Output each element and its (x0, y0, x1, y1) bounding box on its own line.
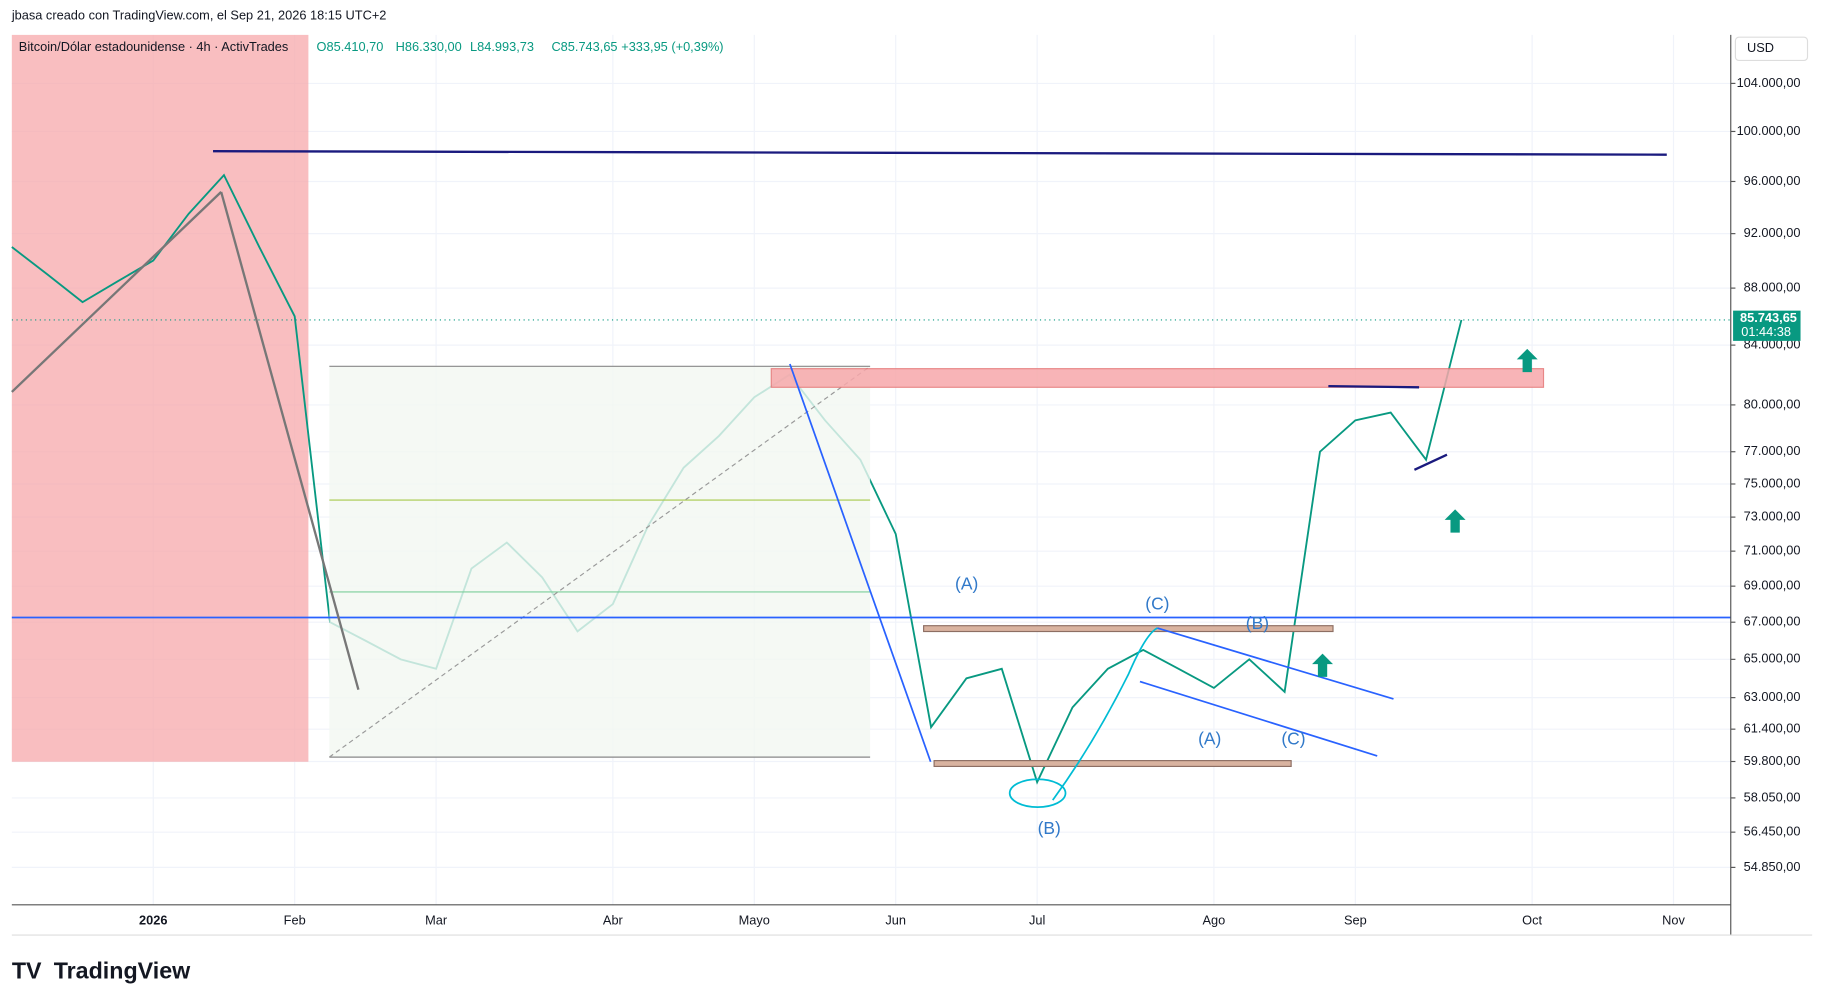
y-tick-label: 80.000,00 (1744, 396, 1801, 411)
y-tick-label: 63.000,00 (1744, 689, 1801, 704)
high: H86.330,00 (396, 39, 462, 54)
drawing-line (220, 191, 360, 690)
y-tick-label: 77.000,00 (1744, 443, 1801, 458)
drawing-line (328, 365, 871, 758)
y-tick-label: 75.000,00 (1744, 475, 1801, 490)
wave-label: (A) (955, 574, 978, 594)
x-tick-label: Jul (1029, 912, 1045, 927)
y-tick-label: 92.000,00 (1744, 225, 1801, 240)
y-tick-label: 59.800,00 (1744, 753, 1801, 768)
drawing-line (789, 363, 932, 763)
resistance-zone (770, 368, 1545, 388)
y-tick-label: 58.050,00 (1744, 789, 1801, 804)
legend-info: Bitcoin/Dólar estadounidense · 4h · Acti… (19, 39, 724, 54)
arrow-up (1444, 509, 1466, 533)
x-tick-label: Mar (425, 912, 448, 927)
zone (933, 760, 1292, 768)
arrow-up (1516, 348, 1538, 373)
y-tick-label: 56.450,00 (1744, 824, 1801, 839)
x-tick-label: Abr (603, 912, 624, 927)
change: +333,95 (+0,39%) (621, 39, 723, 54)
last-price-label: 85.743,65 (1740, 310, 1797, 325)
x-tick-label: 2026 (139, 912, 167, 927)
close: C85.743,65 (551, 39, 617, 54)
y-tick-label: 88.000,00 (1744, 279, 1801, 294)
arrow-up (1312, 653, 1334, 677)
drawing-line (1139, 680, 1378, 757)
y-tick-label: 73.000,00 (1744, 508, 1801, 523)
x-tick-label: Ago (1203, 912, 1226, 927)
y-tick-label: 67.000,00 (1744, 614, 1801, 629)
currency: USD (1747, 40, 1774, 55)
x-tick-label: Mayo (739, 912, 770, 927)
drawing-curve (1052, 627, 1158, 801)
y-tick-label: 54.850,00 (1744, 859, 1801, 874)
countdown: 01:44:38 (1741, 324, 1791, 339)
currency-box (1734, 36, 1809, 62)
y-tick-label: 69.000,00 (1744, 578, 1801, 593)
wave-label: (C) (1145, 593, 1169, 613)
x-tick-label: Feb (284, 912, 306, 927)
x-tick-label: Sep (1344, 912, 1367, 927)
drawing-ellipse (1008, 778, 1067, 808)
drawing-line (1413, 453, 1448, 471)
last-price-box (1733, 310, 1801, 341)
low: L84.993,73 (470, 39, 534, 54)
brand: TradingView (54, 957, 191, 983)
x-tick-label: Nov (1662, 912, 1685, 927)
shaded-zone (11, 34, 309, 762)
y-tick-label: 65.000,00 (1744, 651, 1801, 666)
symbol-title: Bitcoin/Dólar estadounidense · 4h · Acti… (19, 39, 289, 54)
y-tick-label: 104.000,00 (1737, 75, 1801, 90)
y-tick-label: 71.000,00 (1744, 543, 1801, 558)
x-tick-label: Jun (885, 912, 906, 927)
drawing-line (1328, 384, 1420, 389)
wave-label: (A) (1198, 728, 1221, 748)
y-tick-label: 100.000,00 (1737, 123, 1801, 138)
x-tick-label: Oct (1522, 912, 1542, 927)
wave-label: (B) (1038, 818, 1061, 838)
wave-label: (B) (1246, 613, 1269, 633)
zone (923, 625, 1334, 633)
open: O85.410,70 (317, 39, 384, 54)
drawing-line (11, 191, 222, 393)
brand-mark: TV (12, 957, 42, 983)
drawing-line (1157, 627, 1394, 700)
y-tick-label: 96.000,00 (1744, 173, 1801, 188)
drawing-line (213, 150, 1667, 156)
y-tick-label: 61.400,00 (1744, 721, 1801, 736)
credit: jbasa creado con TradingView.com, el Sep… (11, 8, 387, 23)
wave-label: (C) (1281, 728, 1305, 748)
